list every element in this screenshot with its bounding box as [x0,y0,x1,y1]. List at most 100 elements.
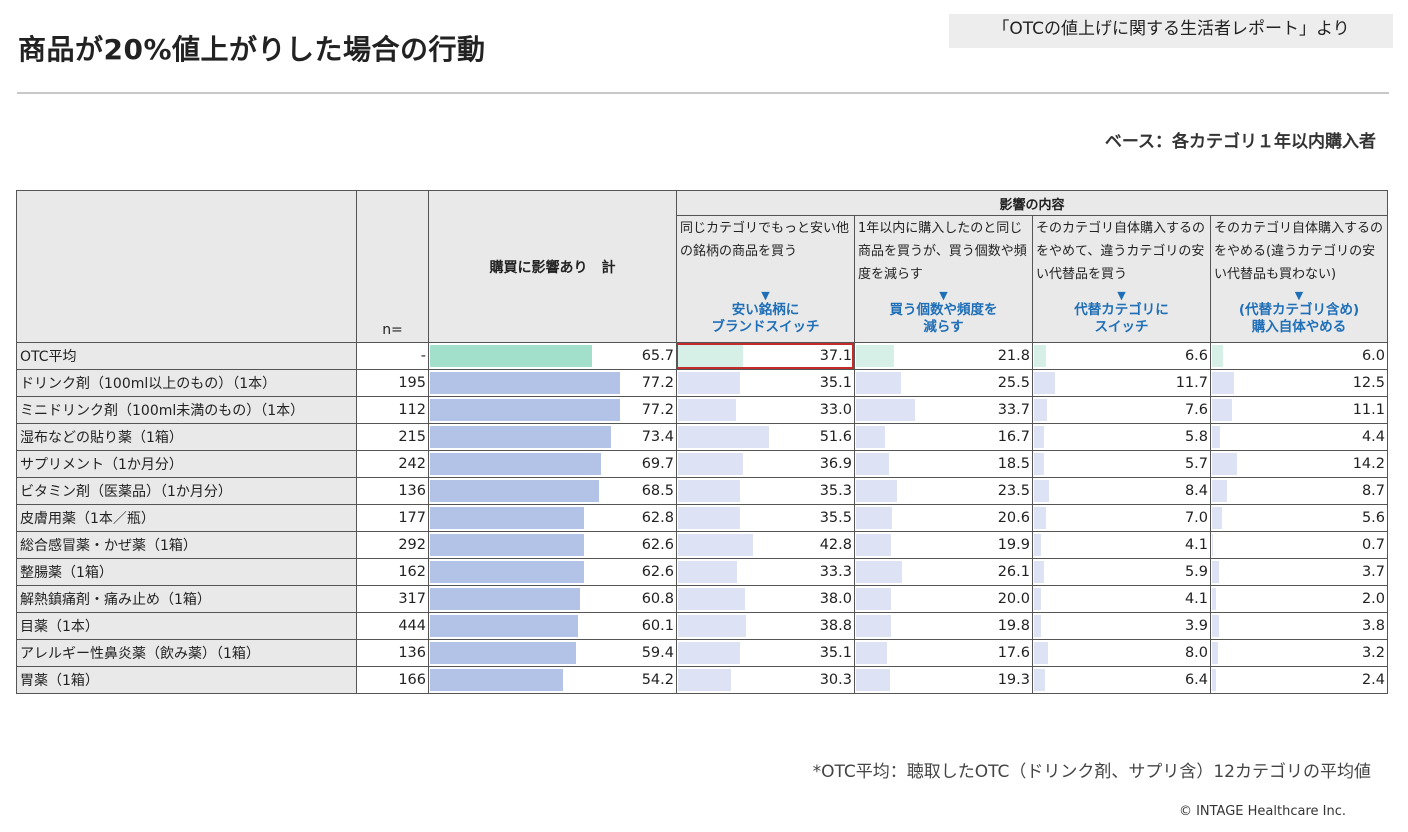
impact-cell: 35.5 [676,504,855,532]
table-row: アレルギー性鼻炎薬（飲み薬）（1箱） 136 59.4 35.1 17.6 8.0 3.2 [16,639,1388,667]
impact-desc: そのカテゴリ自体購入するのをやめる(違うカテゴリの安い代替品も買わない) [1214,221,1384,282]
bar-mark [856,480,897,502]
bar-value-label: 20.6 [997,510,1030,526]
bar-mark [678,669,731,691]
bar-value-label: 23.5 [997,483,1030,499]
bar-mark [1212,615,1219,637]
impact-cell: 35.1 [676,369,855,397]
impact-cell: 30.3 [676,666,855,694]
bar-mark [430,480,599,502]
down-arrow-icon: ▼ [761,289,770,302]
row-category: 解熱鎮痛剤・痛み止め（1箱） [16,585,357,613]
bar-value-label: 35.3 [819,483,852,499]
n-header: n= [356,190,429,343]
bar-value-label: 5.9 [1184,564,1208,580]
row-n: 215 [356,423,429,451]
total-cell: 59.4 [428,639,677,667]
impact-cell: 3.9 [1032,612,1211,640]
bar-value-label: 62.8 [641,510,674,526]
bar-mark [430,615,578,637]
impact-cell: 4.1 [1032,585,1211,613]
bar-mark [856,615,891,637]
row-category: 皮膚用薬（1本／瓶） [16,504,357,532]
base-note: ベース：各カテゴリ１年以内購入者 [1104,132,1376,152]
impact-cell: 11.1 [1210,396,1388,424]
bar-mark [856,345,894,367]
bar-mark [430,426,611,448]
bar-mark [430,669,563,691]
bar-mark [1034,669,1045,691]
impact-cell: 0.7 [1210,531,1388,559]
bar-mark [1034,561,1044,583]
impact-cell: 21.8 [854,342,1033,370]
bar-value-label: 38.8 [819,618,852,634]
table-row: 胃薬（1箱） 166 54.2 30.3 19.3 6.4 2.4 [16,666,1388,694]
impact-desc: そのカテゴリ自体購入するのをやめて、違うカテゴリの安い代替品を買う [1036,221,1206,282]
bar-value-label: 25.5 [997,375,1030,391]
impact-cell: 19.8 [854,612,1033,640]
bar-mark [678,561,737,583]
impact-cell: 35.3 [676,477,855,505]
impact-cell: 5.8 [1032,423,1211,451]
row-n: 195 [356,369,429,397]
total-cell: 54.2 [428,666,677,694]
impact-header-category-switch: そのカテゴリ自体購入するのをやめて、違うカテゴリの安い代替品を買う ▼ 代替カテ… [1032,215,1211,343]
bar-mark [1034,642,1048,664]
bar-mark [1034,588,1041,610]
table-row: 総合感冒薬・かぜ薬（1箱） 292 62.6 42.8 19.9 4.1 0.7 [16,531,1388,559]
table-row: ミニドリンク剤（100ml未満のもの）（1本） 112 77.2 33.0 33.7 7.… [16,396,1388,424]
bar-mark [430,399,620,421]
impact-cell: 26.1 [854,558,1033,586]
impact-cell: 19.9 [854,531,1033,559]
table-row: 目薬（1本） 444 60.1 38.8 19.8 3.9 3.8 [16,612,1388,640]
bar-mark [856,453,889,475]
impact-cell: 25.5 [854,369,1033,397]
bar-value-label: 12.5 [1352,375,1385,391]
row-n: 317 [356,585,429,613]
total-cell: 60.1 [428,612,677,640]
impact-cell: 3.7 [1210,558,1388,586]
bar-value-label: 20.0 [997,591,1030,607]
impact-cell: 37.1 [676,342,855,370]
bar-mark [1212,480,1227,502]
impact-cell: 6.4 [1032,666,1211,694]
bar-mark [1034,372,1055,394]
bar-mark [856,426,885,448]
impact-cell: 7.6 [1032,396,1211,424]
bar-mark [430,534,584,556]
total-header: 購買に影響あり 計 [428,190,677,343]
bar-value-label: 4.1 [1184,591,1208,607]
bar-value-label: 37.1 [819,348,852,364]
bar-value-label: 51.6 [819,429,852,445]
impact-cell: 6.6 [1032,342,1211,370]
bar-mark [678,399,736,421]
total-cell: 69.7 [428,450,677,478]
bar-mark [856,561,902,583]
bar-value-label: 16.7 [997,429,1030,445]
row-category: ドリンク剤（100ml以上のもの）（1本） [16,369,357,397]
total-cell: 77.2 [428,396,677,424]
bar-mark [430,507,584,529]
page-title: 商品が20%値上がりした場合の行動 [18,33,486,66]
row-n: 166 [356,666,429,694]
bar-value-label: 19.8 [997,618,1030,634]
bar-mark [856,399,915,421]
bar-value-label: 11.7 [1175,375,1208,391]
impact-cell: 2.4 [1210,666,1388,694]
impact-cell: 4.1 [1032,531,1211,559]
bar-value-label: 77.2 [641,402,674,418]
bar-mark [856,534,891,556]
impact-cell: 5.6 [1210,504,1388,532]
bar-value-label: 6.0 [1361,348,1385,364]
row-category: 整腸薬（1箱） [16,558,357,586]
bar-mark [1212,642,1218,664]
bar-value-label: 59.4 [641,645,674,661]
bar-value-label: 33.3 [819,564,852,580]
impact-cell: 2.0 [1210,585,1388,613]
bar-value-label: 62.6 [641,564,674,580]
footnote: *OTC平均：聴取したOTC（ドリンク剤、サプリ含）12カテゴリの平均値 [812,762,1371,782]
bar-mark [856,372,901,394]
bar-value-label: 19.9 [997,537,1030,553]
bar-value-label: 73.4 [641,429,674,445]
source-note: 「OTCの値上げに関する生活者レポート」より [949,14,1393,48]
